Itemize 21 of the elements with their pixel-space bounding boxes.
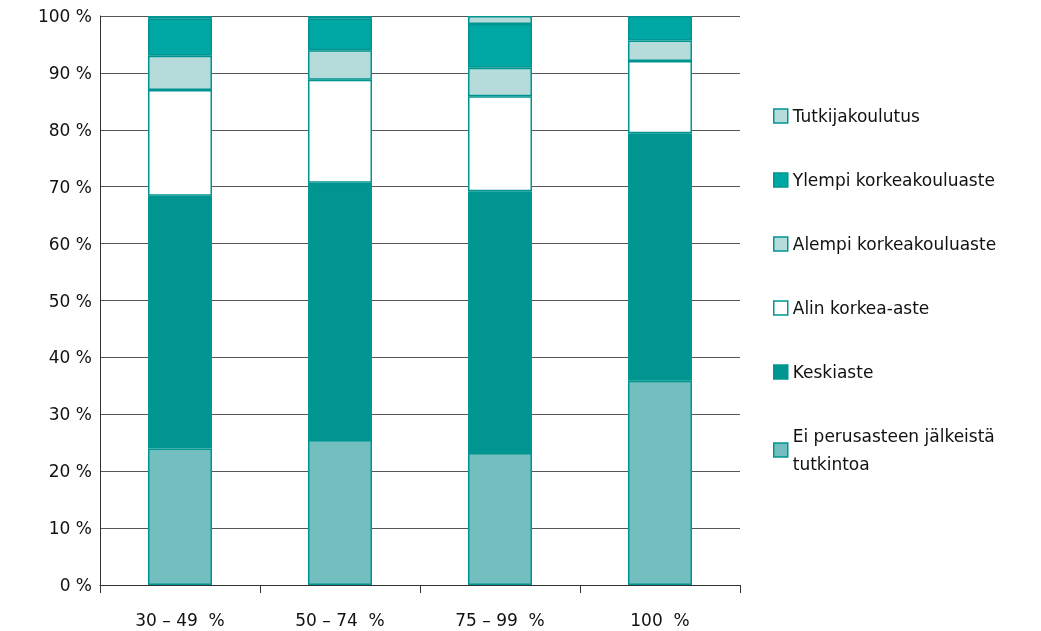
y-tick-label: 50 %: [48, 290, 92, 311]
legend-label: Alempi korkeakouluaste: [792, 234, 997, 254]
y-tick-label: 80 %: [48, 119, 92, 140]
y-tick-label: 10 %: [48, 518, 92, 539]
legend-label: Tutkijakoulutus: [791, 106, 921, 126]
y-tick-label: 40 %: [48, 347, 92, 368]
y-tick-label: 30 %: [48, 404, 92, 425]
x-tick-label: 100 %: [630, 609, 690, 630]
x-tick-label: 75 – 99 %: [455, 609, 545, 630]
y-tick-label: 70 %: [48, 176, 92, 197]
legend-label: Ylempi korkeakouluaste: [791, 170, 995, 190]
legend-label: Alin korkea-aste: [792, 298, 930, 318]
y-tick-label: 0 %: [59, 575, 92, 595]
x-tick-label: 50 – 74 %: [295, 609, 385, 630]
legend-label: Ei perusasteen jälkeistä tutkintoa: [792, 426, 1001, 474]
y-tick-label: 60 %: [48, 233, 92, 254]
y-tick-label: 20 %: [48, 461, 92, 482]
y-tick-label: 100 %: [37, 6, 92, 26]
y-tick-label: 90 %: [48, 62, 92, 83]
x-tick-label: 30 – 49 %: [135, 609, 225, 630]
legend-label: Keskiaste: [792, 362, 874, 382]
